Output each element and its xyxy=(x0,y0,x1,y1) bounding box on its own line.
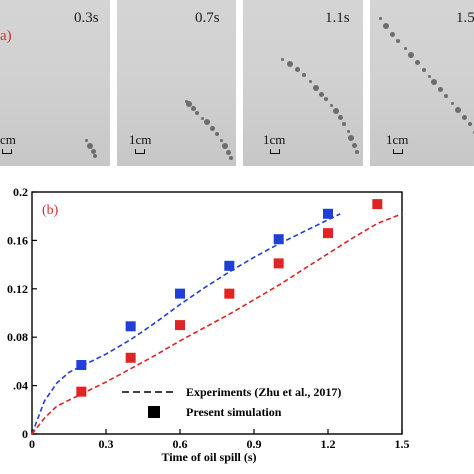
y-tick-label: 0.08 xyxy=(7,330,28,344)
simulation-marker xyxy=(372,199,383,210)
scale-bar xyxy=(393,149,403,154)
panel-b-label: (b) xyxy=(42,203,59,218)
oil-droplet xyxy=(333,108,339,114)
oil-droplet xyxy=(287,61,293,67)
scale-bar xyxy=(135,149,145,154)
oil-droplet xyxy=(209,125,215,131)
oil-droplet xyxy=(308,79,312,83)
trajectory-chart: 0 0.3 0.6 0.9 1.2 1.5 0 .04 0.08 0.12 0.16 0.2 Time … xyxy=(7,185,410,464)
x-tick-label: 0 xyxy=(29,437,35,451)
legend-square-symbol xyxy=(148,406,160,418)
x-tick-label: 0.9 xyxy=(247,437,262,451)
oil-droplet xyxy=(186,101,192,107)
simulation-marker xyxy=(224,260,235,271)
oil-droplet xyxy=(422,68,426,72)
oil-droplet xyxy=(455,107,461,113)
y-tick-label: 0.16 xyxy=(7,233,28,247)
simulation-marker xyxy=(273,258,284,269)
oil-droplet xyxy=(444,94,448,98)
oil-droplet xyxy=(302,73,306,77)
oil-droplet xyxy=(346,129,350,133)
oil-droplet xyxy=(93,154,97,158)
y-tick-label: 0.2 xyxy=(13,185,28,199)
frame-time: 0.7s xyxy=(195,10,220,26)
oil-droplet xyxy=(450,101,454,105)
oil-droplet xyxy=(87,143,93,149)
simulation-marker xyxy=(273,234,284,245)
frame-scale-label: 1cm xyxy=(386,132,409,147)
frame-scale-label: cm xyxy=(0,132,16,147)
x-tick-label: 1.5 xyxy=(395,437,410,451)
oil-droplet xyxy=(389,31,395,37)
y-tick-label: 0 xyxy=(22,427,28,441)
oil-droplet xyxy=(437,86,443,92)
plot-frame xyxy=(31,191,403,435)
oil-droplet xyxy=(318,91,324,97)
x-axis-label: Time of oil spill (s) xyxy=(161,450,256,464)
y-tick-label: .04 xyxy=(13,379,28,393)
oil-droplet xyxy=(280,57,284,61)
oil-droplet xyxy=(403,46,407,50)
experiment-dashed-line xyxy=(31,213,341,435)
oil-droplet xyxy=(472,130,474,134)
oil-droplet xyxy=(294,66,300,72)
oil-droplet xyxy=(342,122,346,126)
frame-time: 1.5 xyxy=(456,10,474,26)
x-tick-label: 0.6 xyxy=(173,437,188,451)
oil-droplet xyxy=(313,85,319,91)
oil-droplet xyxy=(431,79,437,85)
simulation-marker xyxy=(125,352,136,363)
oil-droplet xyxy=(190,105,196,111)
oil-droplet xyxy=(204,119,210,125)
oil-droplet xyxy=(229,156,233,160)
oil-droplet xyxy=(348,135,354,141)
x-tick-label: 0.3 xyxy=(99,437,114,451)
oil-droplet xyxy=(215,132,219,136)
frame-3: 1.5 1cm xyxy=(370,0,474,166)
simulation-marker xyxy=(224,288,235,299)
frame-time: 1.1s xyxy=(325,10,350,26)
scale-bar xyxy=(270,149,280,154)
oil-droplet xyxy=(324,97,328,101)
panel-a-label: a) xyxy=(0,28,12,44)
oil-droplet xyxy=(195,111,199,115)
oil-droplet xyxy=(396,39,400,43)
scale-bar xyxy=(2,149,12,154)
simulation-marker xyxy=(323,208,333,219)
x-tick-label: 1.2 xyxy=(321,437,336,451)
oil-droplet xyxy=(468,122,472,126)
oil-droplet xyxy=(222,143,228,149)
simulation-marker xyxy=(76,360,87,371)
oil-droplet xyxy=(200,116,204,120)
y-tick-label: 0.12 xyxy=(7,282,28,296)
oil-droplet xyxy=(383,23,389,29)
oil-droplet xyxy=(461,114,467,120)
oil-droplet xyxy=(378,16,382,20)
frame-scale-label: 1cm xyxy=(129,132,152,147)
frame-1: 0.7s 1cm xyxy=(117,0,236,166)
frame-0: 0.3s cm xyxy=(0,0,110,166)
oil-droplet xyxy=(84,138,88,142)
simulation-marker xyxy=(175,320,185,331)
frame-2: 1.1s 1cm xyxy=(243,0,363,166)
simulation-marker xyxy=(175,288,185,299)
oil-droplet xyxy=(351,142,357,148)
legend-label: Experiments (Zhu et al., 2017) xyxy=(186,385,341,399)
oil-droplet xyxy=(355,150,359,154)
oil-droplet xyxy=(427,74,431,78)
simulation-marker xyxy=(323,228,333,239)
oil-droplet xyxy=(408,52,414,58)
oil-droplet xyxy=(219,138,223,142)
oil-droplet xyxy=(337,114,343,120)
simulation-marker xyxy=(76,386,87,397)
frame-scale-label: 1cm xyxy=(263,132,286,147)
oil-droplet xyxy=(225,149,231,155)
simulation-marker xyxy=(125,321,136,332)
legend-label: Present simulation xyxy=(186,405,282,419)
oil-droplet xyxy=(329,103,333,107)
frame-time: 0.3s xyxy=(74,10,99,26)
experiment-dashed-line xyxy=(31,213,403,435)
oil-droplet xyxy=(414,59,420,65)
oil-droplet xyxy=(90,148,96,154)
